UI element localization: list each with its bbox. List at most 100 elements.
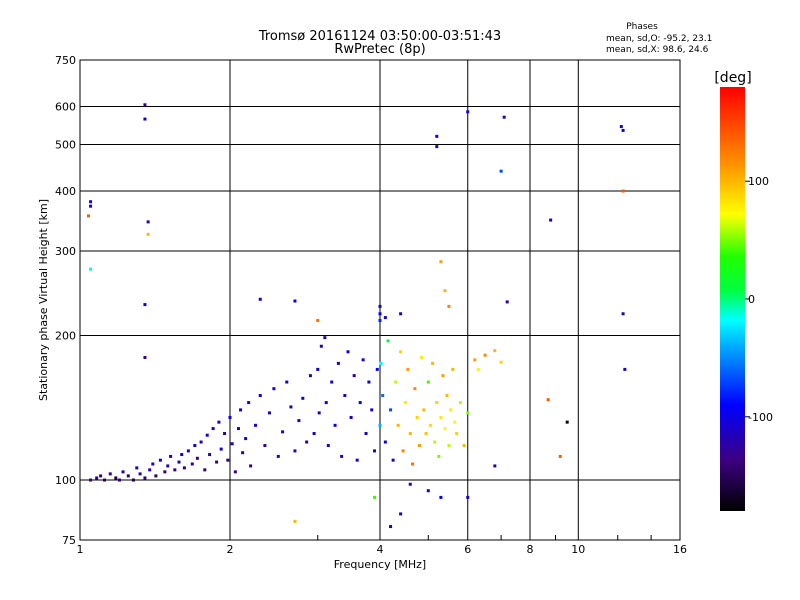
scatter-points (86, 103, 627, 529)
data-point (193, 444, 197, 448)
data-point (378, 423, 382, 427)
data-point (378, 318, 382, 322)
data-point (208, 453, 212, 457)
data-point (95, 476, 99, 480)
data-point (219, 447, 223, 451)
data-point (375, 367, 379, 371)
chart-title: Tromsø 20161124 03:50:00-03:51:43 (258, 29, 501, 44)
data-point (143, 303, 147, 307)
data-point (445, 394, 449, 398)
data-point (215, 460, 219, 464)
data-point (621, 128, 625, 132)
data-point (223, 432, 227, 436)
data-point (258, 297, 262, 301)
x-tick-label: 8 (527, 543, 534, 556)
data-point (373, 449, 377, 453)
data-point (433, 440, 437, 444)
data-point (437, 454, 441, 458)
data-point (151, 462, 155, 466)
data-point (399, 312, 403, 316)
y-tick-label: 500 (55, 139, 76, 152)
data-point (443, 289, 447, 293)
data-point (158, 458, 162, 462)
data-point (131, 478, 135, 482)
chart-subtitle: RwPretec (8p) (334, 42, 425, 57)
x-tick-label: 6 (464, 543, 471, 556)
data-point (148, 468, 152, 472)
data-point (308, 374, 312, 378)
data-point (447, 444, 451, 448)
data-point (424, 432, 428, 436)
data-point (272, 387, 276, 391)
data-point (439, 415, 443, 419)
x-axis: 1 2 4 6 8 10 16 (77, 535, 687, 556)
data-point (319, 344, 323, 348)
data-point (293, 449, 297, 453)
data-point (422, 408, 426, 412)
data-point (228, 415, 232, 419)
data-point (89, 267, 93, 271)
data-point (285, 380, 289, 384)
data-point (117, 478, 121, 482)
data-point (394, 380, 398, 384)
data-point (203, 468, 207, 472)
colorbar-ticks: 100 0 -100 (745, 175, 773, 424)
data-point (236, 427, 240, 431)
data-point (466, 110, 470, 114)
data-point (89, 478, 93, 482)
data-point (276, 454, 280, 458)
data-point (381, 394, 385, 398)
data-point (399, 350, 403, 354)
data-point (297, 419, 301, 423)
x-tick-label: 4 (377, 543, 384, 556)
data-point (455, 432, 459, 436)
data-point (403, 401, 407, 405)
data-point (355, 458, 359, 462)
data-point (499, 360, 503, 364)
data-point (408, 482, 412, 486)
colorbar-tick-label: -100 (748, 411, 773, 424)
data-point (439, 260, 443, 264)
data-point (258, 394, 262, 398)
data-point (549, 218, 553, 222)
data-point (565, 420, 569, 424)
data-point (493, 464, 497, 468)
data-point (316, 318, 320, 322)
data-point (323, 336, 327, 340)
y-tick-label: 200 (55, 330, 76, 343)
data-point (473, 358, 477, 362)
data-point (226, 458, 230, 462)
data-point (340, 454, 344, 458)
data-point (370, 408, 374, 412)
data-point (435, 134, 439, 138)
data-point (293, 519, 297, 523)
data-point (138, 472, 142, 476)
data-point (373, 495, 377, 499)
data-point (143, 355, 147, 359)
data-point (126, 474, 130, 478)
data-point (476, 367, 480, 371)
x-axis-label: Frequency [MHz] (334, 558, 426, 571)
data-point (281, 430, 285, 434)
data-point (143, 103, 147, 107)
data-point (558, 454, 562, 458)
data-point (447, 304, 451, 308)
data-point (451, 367, 455, 371)
plot-grid (80, 60, 680, 540)
data-point (180, 453, 184, 457)
data-point (89, 204, 93, 208)
data-point (230, 442, 234, 446)
data-point (546, 398, 550, 402)
data-point (143, 476, 147, 480)
data-point (330, 380, 334, 384)
data-point (239, 408, 243, 412)
data-point (462, 444, 466, 448)
data-point (317, 411, 321, 415)
data-point (364, 432, 368, 436)
data-point (343, 394, 347, 398)
data-point (443, 427, 447, 431)
y-tick-label: 600 (55, 101, 76, 114)
data-point (312, 432, 316, 436)
data-point (89, 200, 93, 204)
